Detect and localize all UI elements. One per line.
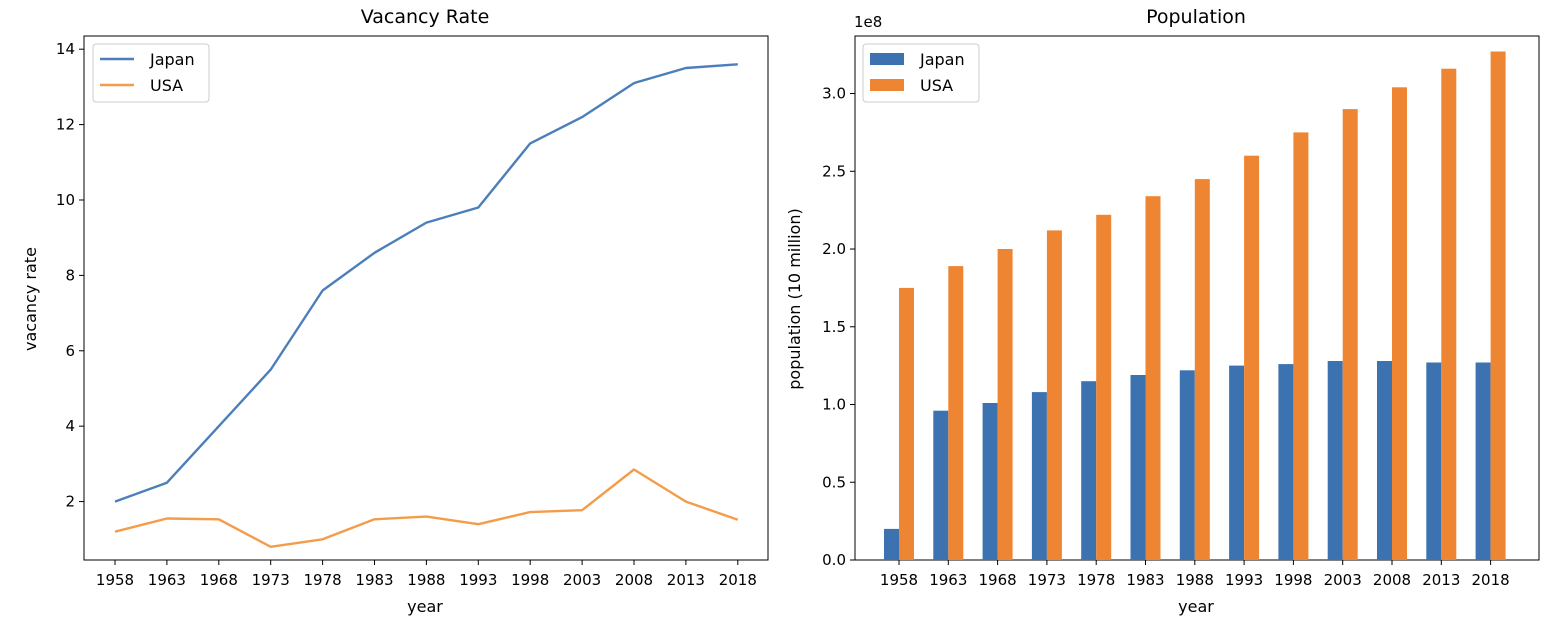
bar-japan-2008 <box>1377 361 1392 560</box>
vacancy-rate-legend: Japan USA <box>92 43 210 103</box>
x-tick-label: 2018 <box>719 571 757 589</box>
y-tick-label: 10 <box>56 191 75 209</box>
bar-usa-1958 <box>899 287 914 560</box>
x-tick-label: 2008 <box>1373 571 1411 589</box>
bar-japan-1963 <box>933 410 949 560</box>
legend-label-japan: Japan <box>919 50 965 69</box>
population-series <box>884 51 1506 561</box>
y-tick-label: 0.5 <box>822 473 846 491</box>
x-tick-label: 1988 <box>1176 571 1214 589</box>
legend-swatch-japan <box>870 53 904 65</box>
bar-japan-1988 <box>1179 370 1195 560</box>
y-tick-label: 3.0 <box>822 85 846 103</box>
legend-label-usa: USA <box>150 76 183 95</box>
bar-usa-2018 <box>1490 51 1506 560</box>
vacancy-rate-title: Vacancy Rate <box>361 6 490 28</box>
y-tick-label: 1.0 <box>822 396 846 414</box>
x-tick-label: 1993 <box>459 571 497 589</box>
vacancy-rate-ylabel: vacancy rate <box>21 247 40 351</box>
vacancy-rate-chart: Vacancy Rate year vacancy rate 2 4 6 8 10 12 1… <box>21 6 769 616</box>
bar-japan-2018 <box>1475 362 1491 560</box>
vacancy-rate-y-axis: 2 4 6 8 10 12 14 <box>56 40 84 511</box>
x-tick-label: 1968 <box>979 571 1017 589</box>
y-tick-label: 6 <box>65 342 75 360</box>
x-tick-label: 1968 <box>200 571 238 589</box>
bar-japan-1968 <box>982 403 998 560</box>
x-tick-label: 1978 <box>304 571 342 589</box>
vacancy-rate-xlabel: year <box>407 597 443 616</box>
legend-label-usa: USA <box>920 76 953 95</box>
bar-usa-1988 <box>1194 179 1210 560</box>
y-tick-label: 2 <box>65 493 75 511</box>
x-tick-label: 2013 <box>1422 571 1460 589</box>
bar-japan-1973 <box>1031 392 1047 560</box>
legend-swatch-usa <box>870 79 904 91</box>
population-ylabel: population (10 million) <box>785 208 804 389</box>
population-y-axis: 0.0 0.5 1.0 1.5 2.0 2.5 3.0 <box>822 85 855 569</box>
x-tick-label: 2003 <box>563 571 601 589</box>
population-legend: Japan USA <box>862 43 980 103</box>
y-tick-label: 8 <box>65 266 75 284</box>
bar-usa-1978 <box>1096 214 1112 561</box>
legend-label-japan: Japan <box>149 50 195 69</box>
x-tick-label: 1973 <box>252 571 290 589</box>
bar-usa-2003 <box>1342 109 1358 560</box>
y-tick-label: 14 <box>56 40 75 58</box>
y-tick-label: 4 <box>65 417 75 435</box>
population-x-axis: 1958 1963 1968 1973 1978 1983 1988 1993 1998 2003… <box>880 560 1510 589</box>
bar-japan-1978 <box>1081 381 1097 560</box>
series-line-usa <box>114 468 739 548</box>
bar-japan-2003 <box>1327 361 1343 560</box>
bar-japan-1983 <box>1130 375 1146 560</box>
x-tick-label: 1998 <box>511 571 549 589</box>
x-tick-label: 2013 <box>667 571 705 589</box>
population-title: Population <box>1146 6 1246 28</box>
series-line-japan <box>114 63 738 503</box>
population-xlabel: year <box>1178 597 1214 616</box>
bar-usa-1963 <box>948 266 964 560</box>
x-tick-label: 1963 <box>148 571 186 589</box>
bar-japan-1998 <box>1278 364 1294 560</box>
x-tick-label: 1963 <box>929 571 967 589</box>
x-tick-label: 2003 <box>1324 571 1362 589</box>
x-tick-label: 1993 <box>1225 571 1263 589</box>
vacancy-rate-plot-frame <box>83 35 769 561</box>
y-tick-label: 12 <box>56 116 75 134</box>
vacancy-rate-x-axis: 1958 1963 1968 1973 1978 1983 1988 1993 1998 2003… <box>96 560 757 589</box>
y-tick-label: 2.5 <box>822 162 846 180</box>
bar-usa-1998 <box>1293 132 1309 560</box>
x-tick-label: 1958 <box>96 571 134 589</box>
x-tick-label: 1978 <box>1077 571 1115 589</box>
bar-usa-2013 <box>1441 68 1457 560</box>
vacancy-rate-series <box>114 63 739 548</box>
bar-japan-1958 <box>884 528 899 560</box>
x-tick-label: 1958 <box>880 571 918 589</box>
x-tick-label: 1983 <box>1126 571 1164 589</box>
x-tick-label: 2008 <box>615 571 653 589</box>
x-tick-label: 1988 <box>407 571 445 589</box>
x-tick-label: 1998 <box>1274 571 1312 589</box>
bar-usa-1968 <box>997 249 1013 560</box>
bar-usa-2008 <box>1392 87 1407 561</box>
population-chart: Population 1e8 year population (10 milli… <box>785 6 1540 616</box>
y-tick-label: 2.0 <box>822 240 846 258</box>
x-tick-label: 1973 <box>1028 571 1066 589</box>
bar-japan-2013 <box>1426 362 1442 560</box>
bar-usa-1993 <box>1244 155 1260 560</box>
x-tick-label: 1983 <box>355 571 393 589</box>
bar-usa-1973 <box>1046 230 1062 560</box>
population-offset-label: 1e8 <box>854 13 882 31</box>
y-tick-label: 0.0 <box>822 551 846 569</box>
y-tick-label: 1.5 <box>822 318 846 336</box>
bar-usa-1983 <box>1145 196 1161 560</box>
x-tick-label: 2018 <box>1472 571 1510 589</box>
bar-japan-1993 <box>1229 365 1245 560</box>
